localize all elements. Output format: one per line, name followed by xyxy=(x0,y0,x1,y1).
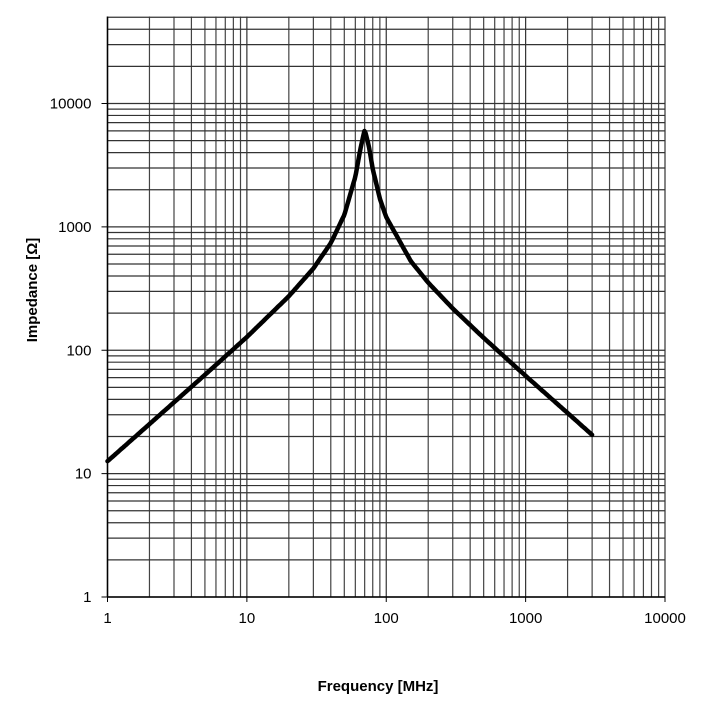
x-tick-label: 10000 xyxy=(644,610,686,627)
ticks: 1 10 100 1000 10000 1 10 100 1000 10000 xyxy=(50,96,686,628)
grid xyxy=(106,16,666,598)
x-tick-label: 1000 xyxy=(509,610,542,627)
x-tick-label: 1 xyxy=(103,610,111,627)
y-tick-label: 1 xyxy=(83,589,91,606)
y-axis-label: Impedance [Ω] xyxy=(24,238,41,343)
y-tick-label: 10 xyxy=(75,466,92,483)
x-tick-label: 10 xyxy=(239,610,256,627)
x-axis-label: Frequency [MHz] xyxy=(318,678,439,695)
impedance-curve xyxy=(105,128,595,464)
y-tick-label: 100 xyxy=(66,342,91,359)
x-tick-label: 100 xyxy=(374,610,399,627)
y-tick-label: 1000 xyxy=(58,219,91,236)
series xyxy=(105,128,595,464)
y-tick-label: 10000 xyxy=(50,96,92,113)
